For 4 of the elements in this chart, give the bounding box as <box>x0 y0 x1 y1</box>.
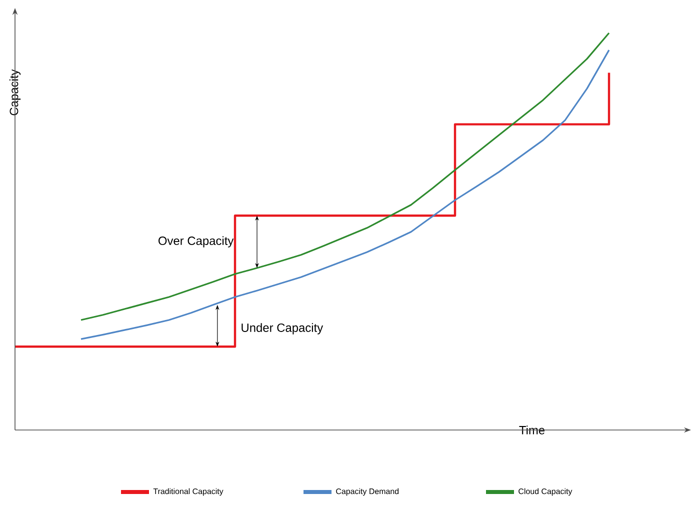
annotation: Over Capacity <box>158 236 234 248</box>
y-axis-title: Capacity <box>9 69 21 116</box>
annotation: Under Capacity <box>242 323 324 334</box>
x-axis-title: Time <box>519 426 545 434</box>
